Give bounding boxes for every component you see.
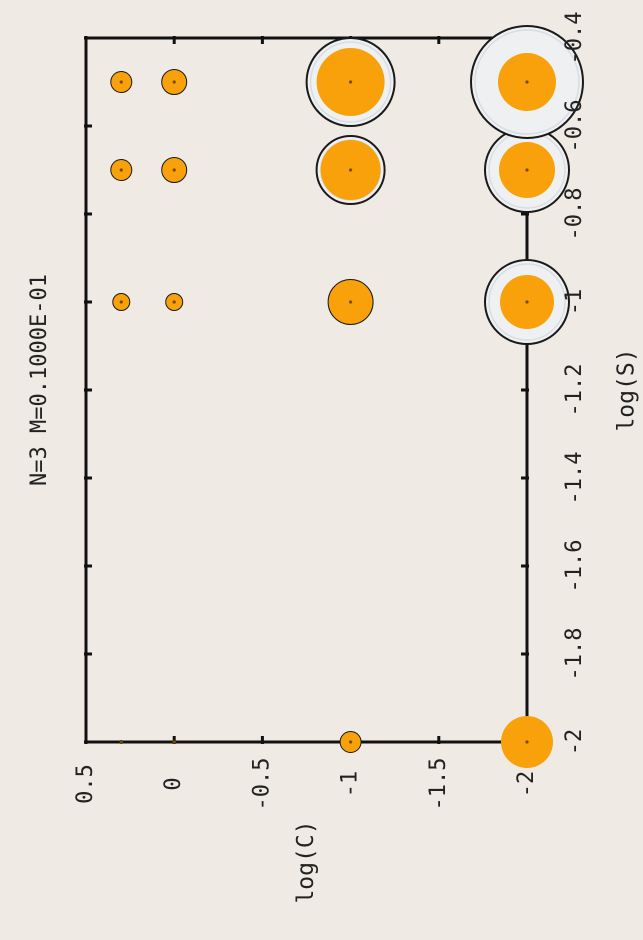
data-point [173, 80, 176, 83]
data-point [525, 740, 528, 743]
y-tick-label: -0.5 [249, 758, 274, 811]
data-point [349, 80, 352, 83]
y-axis-title: log(C) [293, 820, 319, 903]
chart-title: N=3 M=0.1000E-01 [27, 274, 52, 486]
x-tick-label: -1.2 [562, 364, 587, 417]
x-tick-label: -1 [562, 289, 587, 316]
data-point [173, 300, 176, 303]
data-point [525, 168, 528, 171]
data-point [120, 168, 123, 171]
y-tick-label: -2 [514, 771, 539, 798]
x-tick-label: -1.4 [562, 452, 587, 505]
data-point [120, 740, 123, 743]
x-tick-label: -1.8 [562, 628, 587, 681]
x-tick-label: -0.6 [562, 100, 587, 153]
plot-frame [86, 38, 527, 742]
data-point [173, 168, 176, 171]
x-axis-title: log(S) [614, 348, 640, 431]
data-point [120, 80, 123, 83]
data-point [349, 740, 352, 743]
data-point [349, 300, 352, 303]
data-point [349, 168, 352, 171]
data-point [525, 80, 528, 83]
x-tick-label: -2 [562, 729, 587, 756]
y-tick-label: -1 [338, 771, 363, 798]
data-point [173, 740, 176, 743]
x-tick-label: -0.4 [562, 12, 587, 65]
data-point [120, 300, 123, 303]
y-tick-label: 0 [161, 777, 186, 790]
data-point [525, 300, 528, 303]
x-tick-label: -0.8 [562, 188, 587, 241]
y-tick-label: 0.5 [73, 764, 98, 804]
x-tick-label: -1.6 [562, 540, 587, 593]
y-tick-label: -1.5 [426, 758, 451, 811]
